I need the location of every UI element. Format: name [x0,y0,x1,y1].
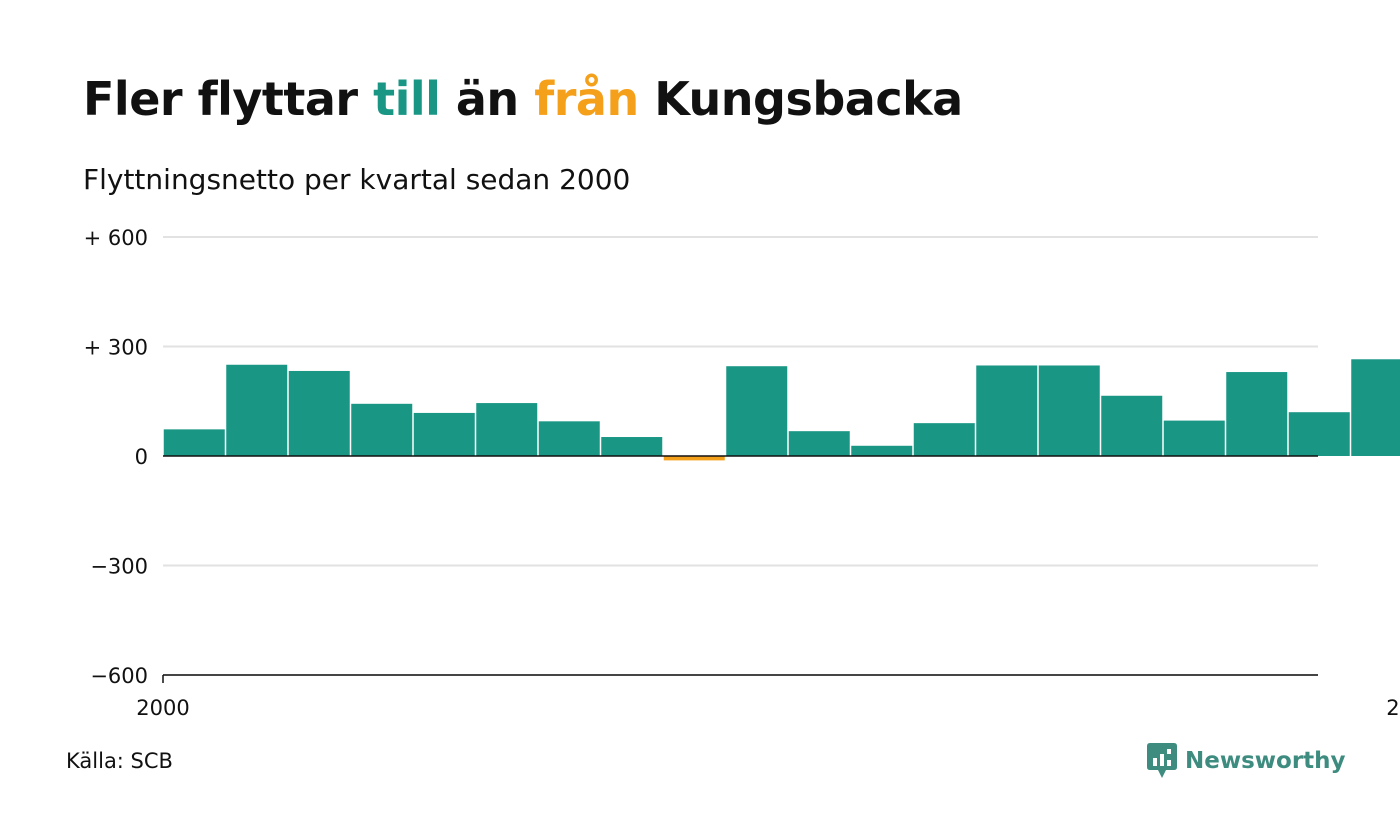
chart-title: Fler flyttar till än från Kungsbacka [83,72,963,126]
bars [163,359,1400,461]
bar [788,431,850,456]
bar [976,365,1038,456]
bar [288,370,350,456]
bar [663,456,725,461]
bar [538,421,600,456]
bar [1101,395,1163,456]
y-tick-label: + 300 [84,336,148,360]
bar [351,403,413,456]
title-highlight-till: till [373,72,441,126]
brand-logo: Newsworthy [1147,743,1346,779]
bar [1226,372,1288,456]
bar [1288,412,1350,456]
chart-subtitle: Flyttningsnetto per kvartal sedan 2000 [83,163,631,196]
bar [1163,420,1225,456]
newsworthy-logo-icon [1147,743,1177,778]
bar [413,412,475,456]
bar [163,429,225,456]
bar [851,445,913,456]
y-tick-label: −600 [90,664,148,688]
bar [913,423,975,456]
bar [476,403,538,456]
bar [1038,365,1100,456]
y-tick-label: −300 [90,555,148,579]
title-highlight-fran: från [534,72,639,126]
brand-name: Newsworthy [1185,748,1346,774]
title-part-5: Kungsbacka [638,72,963,126]
bar [1351,359,1400,456]
bar [226,364,288,456]
x-tick-label: 2000 [136,696,189,720]
bar [726,366,788,456]
x-tick-label: 2005 [1386,696,1400,720]
title-part-1: Fler flyttar [83,72,374,126]
title-part-3: än [440,72,535,126]
y-tick-label: + 600 [84,226,148,250]
source-note: Källa: SCB [66,749,173,773]
bar [601,437,663,456]
y-tick-label: 0 [135,445,148,469]
